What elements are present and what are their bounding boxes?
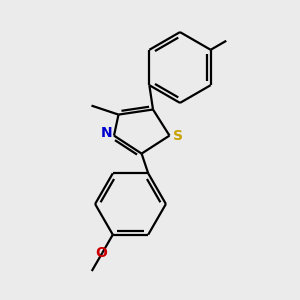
- Text: N: N: [101, 126, 112, 140]
- Text: O: O: [95, 246, 107, 260]
- Text: S: S: [173, 129, 183, 142]
